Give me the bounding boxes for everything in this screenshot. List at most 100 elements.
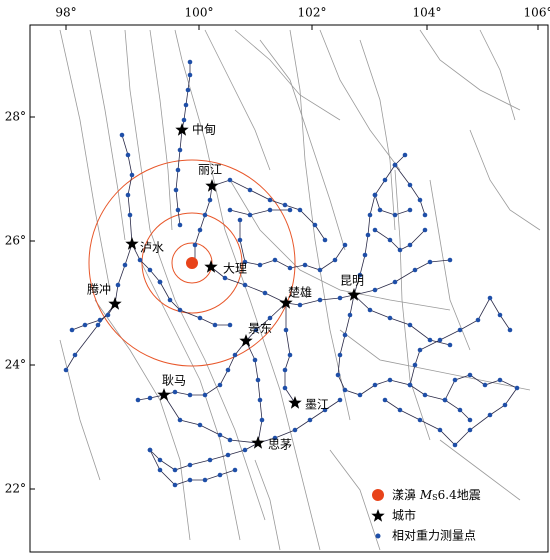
- x-axis-label: 104°: [413, 6, 442, 20]
- station: [392, 162, 398, 168]
- station: [125, 192, 131, 198]
- station: [242, 447, 248, 453]
- station: [127, 212, 133, 218]
- station: [63, 367, 69, 373]
- station: [382, 397, 388, 403]
- city-marker: [157, 388, 171, 401]
- station: [397, 407, 403, 413]
- station: [365, 232, 371, 238]
- survey-line: [229, 209, 290, 216]
- survey-line: [284, 303, 296, 404]
- fault: [289, 29, 351, 421]
- station: [362, 252, 368, 258]
- station: [119, 132, 125, 138]
- fault: [89, 29, 126, 241]
- station: [482, 382, 488, 388]
- station: [257, 262, 263, 268]
- fault: [259, 39, 346, 251]
- station: [147, 395, 153, 401]
- legend-station-marker: [375, 533, 381, 539]
- legend-text: 漾濞: [392, 487, 416, 502]
- station: [332, 257, 338, 263]
- station: [437, 427, 443, 433]
- fault: [319, 29, 401, 171]
- epicenter: [186, 257, 198, 269]
- station: [387, 377, 393, 383]
- station: [267, 207, 273, 213]
- survey-line: [163, 394, 259, 444]
- survey-line: [337, 294, 471, 421]
- station: [237, 217, 243, 223]
- station: [467, 417, 473, 423]
- city-label: 昆明: [340, 274, 364, 288]
- station: [69, 327, 75, 333]
- station: [207, 197, 213, 203]
- station: [167, 297, 173, 303]
- station: [227, 322, 233, 328]
- city-label: 思茅: [268, 438, 292, 452]
- station: [115, 282, 121, 288]
- fault: [469, 129, 541, 231]
- station: [267, 197, 273, 203]
- fault: [204, 29, 271, 171]
- legend-quake-marker: [372, 489, 384, 501]
- station: [197, 315, 203, 321]
- fault: [174, 29, 321, 551]
- city-label: 中甸: [192, 122, 216, 137]
- x-axis-label: 102°: [298, 6, 327, 20]
- station: [177, 417, 183, 423]
- station: [337, 352, 343, 358]
- station: [372, 227, 378, 233]
- station: [227, 177, 233, 183]
- city-marker: [125, 237, 139, 250]
- station: [187, 72, 193, 78]
- station: [407, 207, 413, 213]
- station: [467, 372, 473, 378]
- station: [175, 167, 181, 173]
- station: [187, 477, 193, 483]
- x-axis-label: 100°: [185, 6, 214, 20]
- survey-line: [394, 164, 426, 216]
- legend: 漾濞 MS6.4地震 城市 相对重力测量点: [371, 487, 481, 543]
- fault: [339, 329, 531, 391]
- station: [342, 242, 348, 248]
- city-marker: [251, 436, 265, 449]
- station: [202, 477, 208, 483]
- city-label: 楚雄: [288, 285, 312, 300]
- circle: [141, 212, 243, 314]
- station: [173, 187, 179, 193]
- station: [287, 352, 293, 358]
- map-frame: [29, 24, 549, 553]
- station: [392, 212, 398, 218]
- station: [367, 212, 373, 218]
- station: [322, 407, 328, 413]
- station: [502, 402, 508, 408]
- station: [202, 212, 208, 218]
- station: [407, 182, 413, 188]
- city-label: 景东: [248, 322, 272, 336]
- station: [387, 237, 393, 243]
- station: [125, 152, 131, 158]
- legend-text: M: [419, 488, 433, 502]
- fault: [419, 29, 521, 111]
- fault: [394, 169, 431, 441]
- axes: 98° 100° 102° 104° 106° 28° 26° 24° 22°: [5, 6, 550, 496]
- legend-station-label: 相对重力测量点: [392, 529, 476, 543]
- fault: [59, 29, 111, 291]
- station: [347, 312, 353, 318]
- station: [187, 462, 193, 468]
- station: [187, 392, 193, 398]
- station: [367, 307, 373, 313]
- station: [337, 295, 343, 301]
- station: [97, 317, 103, 323]
- fault: [149, 29, 173, 231]
- station: [177, 307, 183, 313]
- station: [317, 297, 323, 303]
- city-marker: [279, 296, 293, 309]
- x-axis-label: 106°: [524, 6, 550, 20]
- survey-line: [194, 185, 213, 262]
- x-axis-label: 98°: [55, 6, 76, 20]
- station: [242, 259, 248, 265]
- station: [147, 267, 153, 273]
- station: [217, 472, 223, 478]
